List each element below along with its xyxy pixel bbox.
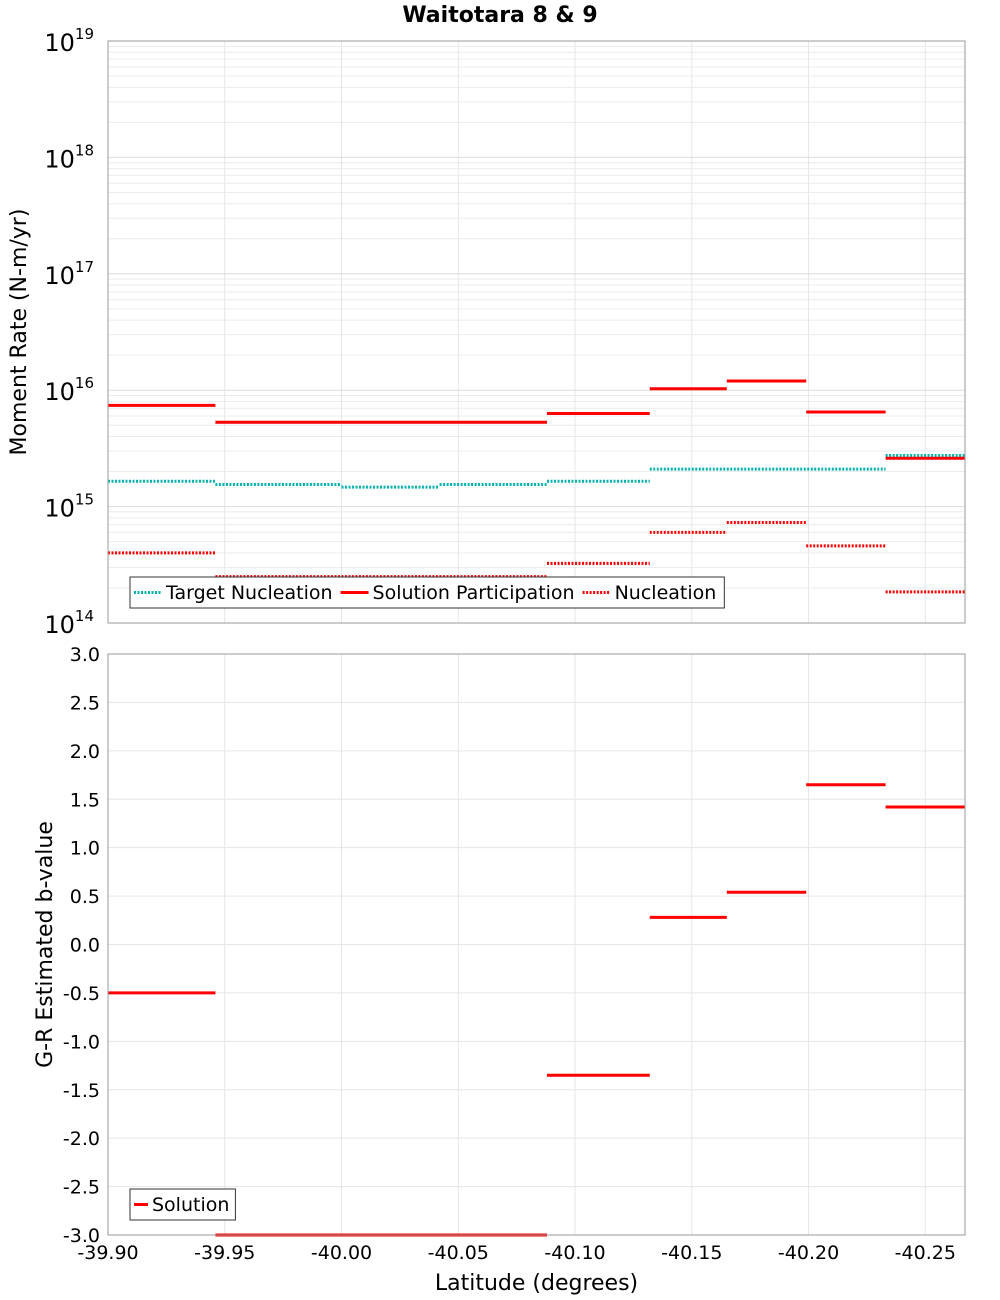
top-y-tick-label: 1017	[44, 258, 94, 290]
legend-label-solution: Solution	[152, 1194, 229, 1216]
tick-exponent: 17	[75, 258, 94, 276]
tick-exponent: 18	[75, 141, 94, 159]
bottom-y-tick-label: 3.0	[70, 644, 100, 666]
bottom-y-tick-label: -3.0	[63, 1225, 100, 1247]
bottom-plot-frame	[107, 653, 966, 1236]
legend-label-target-nucleation: Target Nucleation	[165, 582, 333, 604]
x-tick-label: -40.25	[895, 1242, 956, 1264]
top-y-tick-label: 1016	[44, 374, 94, 406]
tick-exponent: 16	[75, 374, 94, 392]
top-legend-box	[129, 576, 725, 609]
x-tick-label: -40.00	[311, 1242, 372, 1264]
top-legend: Target Nucleation Solution Participation N…	[129, 576, 725, 609]
bottom-y-tick-label: 0.0	[70, 935, 100, 957]
bottom-y-tick-label: 2.0	[70, 741, 100, 763]
tick-exponent: 14	[75, 607, 94, 625]
top-y-axis-title: Moment Rate (N-m/yr)	[7, 209, 32, 456]
bottom-legend: Solution	[129, 1188, 236, 1221]
b-value-panel: 3.0 2.5 2.0 1.5 1.0 0.5 0.0 -0.5 -1.0 -1.5 -2.0 -2.…	[33, 644, 966, 1296]
bottom-y-tick-label: 1.5	[70, 789, 100, 811]
tick-base: 10	[44, 145, 75, 173]
chart-title: Waitotara 8 & 9	[402, 3, 597, 28]
x-tick-label: -39.90	[77, 1242, 138, 1264]
x-tick-label: -40.05	[428, 1242, 489, 1264]
bottom-y-tick-label: -0.5	[63, 983, 100, 1005]
bottom-y-tick-label: 1.0	[70, 838, 100, 860]
x-tick-label: -40.20	[778, 1242, 839, 1264]
top-y-tick-label: 1019	[44, 25, 94, 57]
tick-base: 10	[44, 29, 75, 57]
bottom-y-tick-label: -2.0	[63, 1128, 100, 1150]
top-y-tick-label: 1015	[44, 491, 94, 523]
tick-exponent: 19	[75, 25, 94, 43]
bottom-y-tick-label: 2.5	[70, 692, 100, 714]
top-plot-background	[108, 41, 965, 623]
bottom-y-tick-label: -1.0	[63, 1031, 100, 1053]
bottom-y-tick-label: 0.5	[70, 886, 100, 908]
bottom-y-tick-label: -1.5	[63, 1080, 100, 1102]
x-tick-label: -39.95	[194, 1242, 255, 1264]
top-plot-frame	[107, 40, 966, 624]
tick-base: 10	[44, 262, 75, 290]
bottom-y-tick-label: -2.5	[63, 1177, 100, 1199]
legend-label-nucleation: Nucleation	[615, 582, 717, 604]
top-y-tick-label: 1018	[44, 141, 94, 173]
x-tick-label: -40.10	[544, 1242, 605, 1264]
tick-exponent: 15	[75, 491, 94, 509]
bottom-y-axis-title: G-R Estimated b-value	[33, 821, 58, 1068]
tick-base: 10	[44, 378, 75, 406]
x-axis-title: Latitude (degrees)	[435, 1271, 638, 1296]
x-tick-label: -40.15	[661, 1242, 722, 1264]
legend-label-solution-participation: Solution Participation	[373, 582, 575, 604]
tick-base: 10	[44, 611, 75, 639]
top-y-tick-label: 1014	[44, 607, 94, 639]
tick-base: 10	[44, 495, 75, 523]
